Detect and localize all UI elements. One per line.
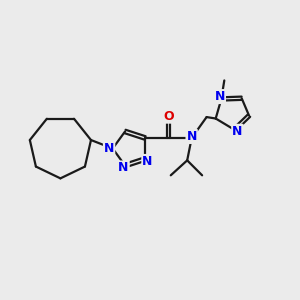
Text: N: N [187, 130, 197, 143]
Text: N: N [232, 125, 243, 138]
Text: O: O [163, 110, 174, 123]
Text: N: N [104, 142, 114, 155]
Text: N: N [214, 90, 225, 103]
Text: N: N [142, 155, 153, 168]
Text: N: N [118, 161, 129, 174]
